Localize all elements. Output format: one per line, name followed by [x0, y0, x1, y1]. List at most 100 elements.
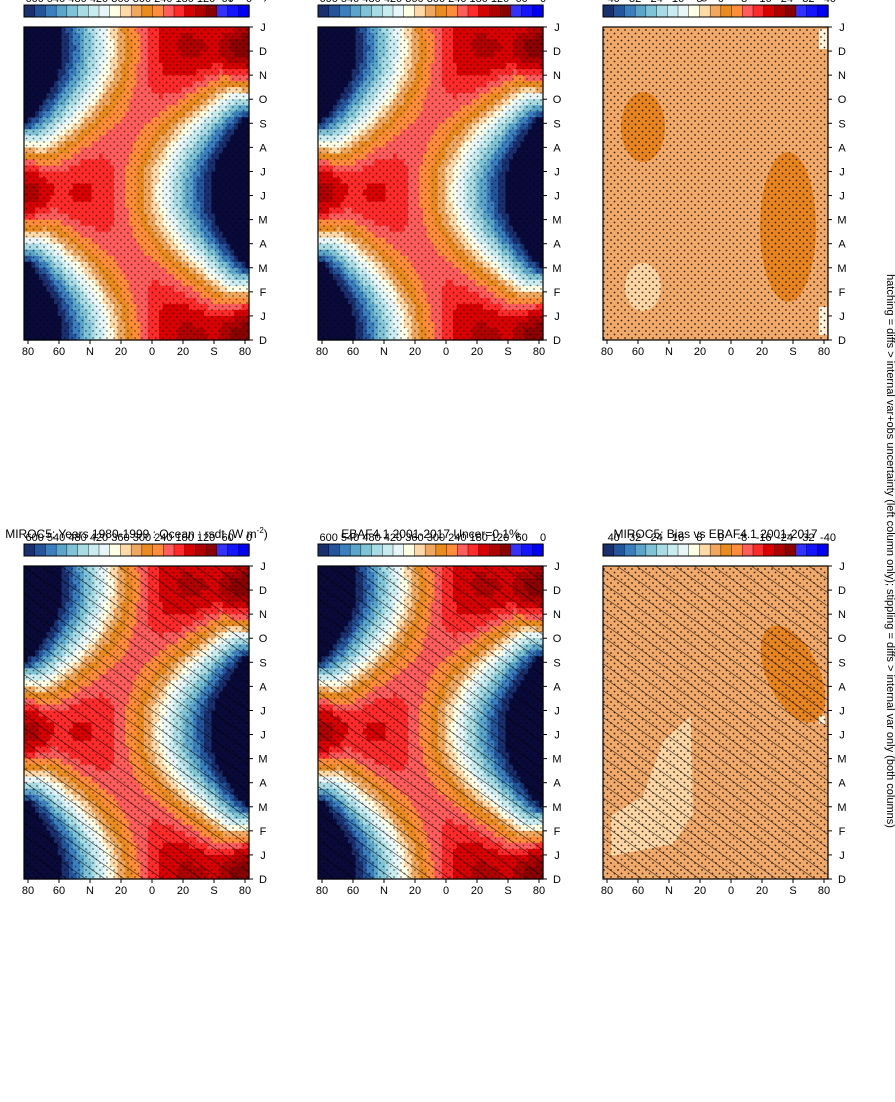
month-tick-label: M [552, 215, 561, 227]
lat-tick-label: S [210, 885, 217, 897]
colorbar-tick-label: 420 [384, 0, 402, 5]
colorbar-tick-label: 360 [405, 532, 423, 544]
lat-tick-label: 20 [409, 885, 421, 897]
map-frame [23, 26, 250, 341]
colorbar-bin [195, 543, 207, 557]
month-tick-label: J [260, 705, 266, 717]
colorbar-bin [152, 4, 164, 18]
colorbar-bin [382, 543, 394, 557]
colorbar-bin [392, 4, 405, 18]
stipple-overlay [24, 27, 249, 340]
colorbar-bin [784, 4, 797, 18]
colorbar-bin [467, 543, 480, 557]
stipple-overlay [603, 27, 828, 340]
colorbar-bin [709, 543, 722, 557]
colorbar-tick-label: 300 [427, 0, 445, 5]
colorbar-tick-label: 8 [696, 532, 702, 544]
colorbar-bin [88, 543, 100, 557]
month-tick-label: N [259, 609, 267, 621]
colorbar-bin [499, 543, 512, 557]
colorbar-frame [602, 4, 829, 18]
colorbar-tick-label: 180 [176, 0, 194, 5]
colorbar-bin [699, 543, 711, 557]
colorbar-bin [624, 543, 636, 557]
month-tick-label: A [259, 778, 267, 790]
month-tick-label: J [839, 730, 845, 742]
colorbar-bin [742, 543, 754, 557]
lat-tick-label: N [380, 346, 388, 358]
month-tick-label: M [258, 754, 267, 766]
month-tick-label: O [553, 94, 562, 106]
colorbar-tick-label: 0 [246, 0, 252, 5]
colorbar-bin [521, 4, 533, 18]
month-tick-label: A [838, 239, 846, 251]
colorbar-tick-label: 480 [68, 0, 86, 5]
colorbar-bin [656, 543, 668, 557]
panel-title: MIROC5: Years 1980-1999 : Ocean : rsdt (… [5, 0, 268, 2]
colorbar-tick-label: 540 [341, 0, 359, 5]
month-tick-label: D [838, 46, 846, 58]
month-tick-label: M [837, 802, 846, 814]
lat-tick-label: S [210, 346, 217, 358]
month-tick-label: D [553, 46, 561, 58]
colorbar-tick-label: 180 [176, 532, 194, 544]
colorbar-bin [645, 4, 658, 18]
colorbar-bin [130, 543, 143, 557]
colorbar-bin [677, 4, 690, 18]
colorbar-bin [424, 4, 437, 18]
colorbar-tick-label: 300 [133, 532, 151, 544]
month-tick-label: D [259, 335, 267, 347]
colorbar-bin [457, 543, 469, 557]
month-tick-label: A [553, 681, 561, 693]
colorbar-tick-label: 16 [672, 0, 684, 5]
lat-tick-label: 0 [443, 885, 449, 897]
month-tick-label: J [260, 166, 266, 178]
colorbar-tick-label: 60 [515, 532, 527, 544]
month-tick-label: M [552, 754, 561, 766]
month-tick-label: N [838, 609, 846, 621]
colorbar-bin [489, 4, 501, 18]
map-frame [602, 565, 829, 880]
colorbar-bin [634, 543, 647, 557]
colorbar-bin [435, 4, 448, 18]
lat-tick-label: 20 [409, 346, 421, 358]
month-tick-label: A [838, 681, 846, 693]
colorbar-frame [23, 543, 250, 557]
colorbar-bin [349, 543, 362, 557]
colorbar-tick-label: 120 [491, 532, 509, 544]
colorbar-tick-label: 240 [154, 0, 172, 5]
month-tick-label: J [554, 311, 560, 323]
month-tick-label: J [554, 191, 560, 203]
month-tick-label: J [260, 311, 266, 323]
colorbar-tick-label: -24 [777, 0, 793, 5]
colorbar-bin [478, 543, 491, 557]
month-tick-label: D [259, 874, 267, 886]
month-tick-label: M [837, 263, 846, 275]
month-tick-label: O [838, 633, 847, 645]
hatch-overlay [24, 566, 249, 879]
colorbar-bin [403, 543, 416, 557]
colorbar-bin [784, 543, 797, 557]
colorbar-bin [88, 4, 100, 18]
map-frame [317, 565, 544, 880]
colorbar-tick-label: 180 [470, 532, 488, 544]
colorbar-bin [478, 4, 491, 18]
month-tick-label: J [554, 561, 560, 573]
panel-title: EBAF4.1 2001-2017 Uncer=0.1% [341, 527, 520, 541]
colorbar-bin [806, 543, 818, 557]
lat-tick-label: 20 [177, 346, 189, 358]
colorbar-tick-label: 180 [470, 0, 488, 5]
colorbar-bin [98, 543, 111, 557]
lat-tick-label: N [86, 885, 94, 897]
lat-tick-label: S [789, 346, 796, 358]
colorbar-bin [688, 4, 701, 18]
colorbar-bin [817, 4, 829, 18]
colorbar-tick-label: 420 [384, 532, 402, 544]
colorbar-tick-label: 540 [341, 532, 359, 544]
lat-tick-label: 80 [818, 885, 830, 897]
colorbar-tick-label: -24 [777, 532, 793, 544]
colorbar-bin [328, 4, 341, 18]
